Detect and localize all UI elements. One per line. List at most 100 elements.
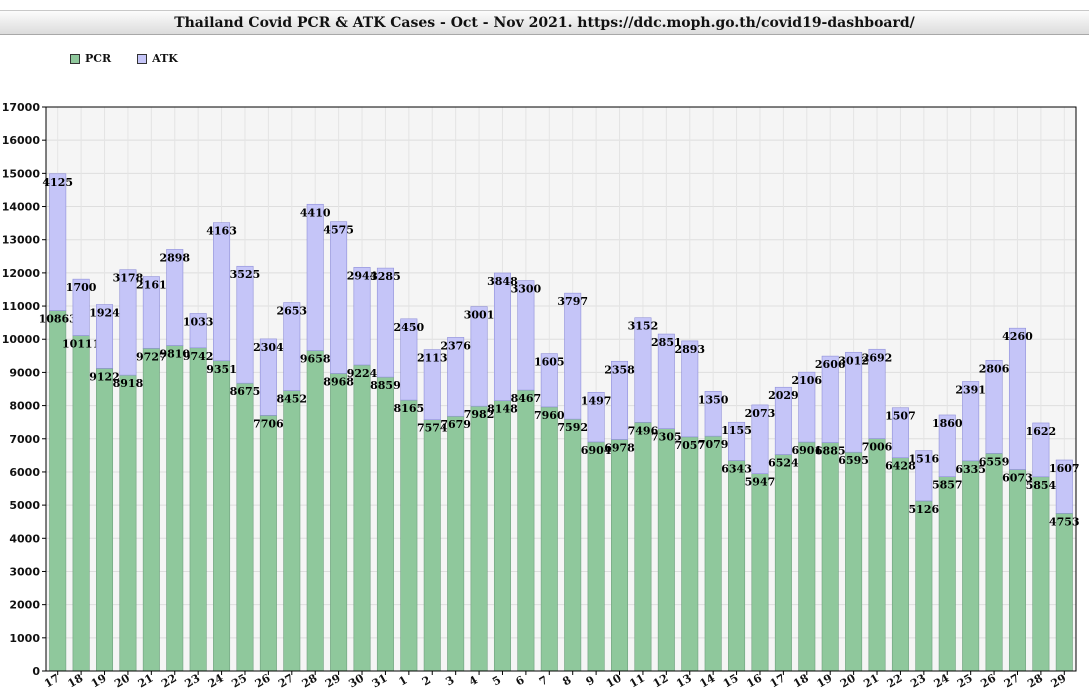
data-label-atk: 2450 xyxy=(394,321,425,334)
data-label-pcr: 7982 xyxy=(464,408,495,421)
y-tick-label: 12000 xyxy=(2,267,41,280)
data-label-pcr: 6978 xyxy=(604,441,635,454)
data-label-pcr: 4753 xyxy=(1049,515,1080,528)
x-tick-label: 30 xyxy=(346,671,366,690)
bar-atk xyxy=(540,353,558,408)
x-tick-label: 29 xyxy=(323,672,343,691)
data-label-atk: 2806 xyxy=(979,362,1010,375)
y-tick-label: 16000 xyxy=(2,134,41,147)
data-label-pcr: 8452 xyxy=(276,393,307,406)
data-label-atk: 1924 xyxy=(89,307,120,320)
y-tick-label: 5000 xyxy=(9,499,40,512)
bar-atk xyxy=(798,371,816,443)
y-tick-label: 7000 xyxy=(9,433,40,446)
x-tick-label: 26 xyxy=(978,671,998,690)
x-tick-label: 14 xyxy=(698,671,718,690)
y-tick-label: 14000 xyxy=(2,201,41,214)
data-label-atk: 4260 xyxy=(1002,330,1033,343)
data-label-pcr: 9727 xyxy=(136,350,167,363)
bar-atk xyxy=(1055,459,1073,514)
bar-atk xyxy=(283,302,301,391)
bar-atk xyxy=(119,269,137,376)
bar-pcr xyxy=(447,415,465,672)
bar-atk xyxy=(564,292,582,420)
x-tick-label: 27 xyxy=(1002,672,1022,691)
data-label-atk: 2376 xyxy=(440,339,471,352)
x-tick-label: 29 xyxy=(1049,672,1069,691)
x-tick-label: 25 xyxy=(955,672,975,691)
y-tick-label: 15000 xyxy=(2,167,41,180)
bar-atk xyxy=(259,338,277,416)
legend-label-atk: ATK xyxy=(152,52,178,65)
x-tick-label: 23 xyxy=(908,672,928,691)
bar-atk xyxy=(236,265,254,384)
legend-swatch-atk xyxy=(137,53,148,64)
bar-pcr xyxy=(681,436,699,672)
data-label-atk: 2161 xyxy=(136,279,167,292)
data-label-atk: 3848 xyxy=(487,275,518,288)
x-tick-label: 11 xyxy=(627,672,647,691)
bar-atk xyxy=(213,222,231,362)
x-tick-label: 24 xyxy=(206,671,226,690)
x-tick-label: 18 xyxy=(65,671,85,690)
x-tick-label: 22 xyxy=(885,672,905,691)
bar-pcr xyxy=(49,310,67,672)
bar-atk xyxy=(634,317,652,423)
bar-atk xyxy=(470,306,488,407)
bar-pcr xyxy=(915,500,933,672)
legend-label-pcr: PCR xyxy=(85,52,112,65)
data-label-pcr: 5126 xyxy=(909,503,940,516)
x-tick-label: 19 xyxy=(815,672,835,691)
bar-atk xyxy=(868,348,886,439)
bar-pcr xyxy=(517,389,535,672)
data-label-pcr: 9122 xyxy=(89,370,120,383)
data-label-pcr: 5857 xyxy=(932,479,963,492)
data-label-atk: 2106 xyxy=(791,374,822,387)
bar-atk xyxy=(821,355,839,443)
data-label-pcr: 6901 xyxy=(791,444,822,457)
bar-pcr xyxy=(985,453,1003,672)
data-label-atk: 1497 xyxy=(581,394,612,407)
bar-atk xyxy=(962,381,980,462)
data-label-atk: 1700 xyxy=(66,281,97,294)
bar-pcr xyxy=(868,438,886,672)
data-label-atk: 1507 xyxy=(885,410,916,423)
bar-atk xyxy=(587,391,605,443)
y-tick-label: 9000 xyxy=(9,366,40,379)
bar-pcr xyxy=(96,368,114,672)
x-tick-label: 20 xyxy=(838,671,858,690)
x-tick-label: 17 xyxy=(768,672,788,691)
bar-atk xyxy=(189,313,207,349)
data-label-pcr: 10111 xyxy=(62,338,100,351)
chart-title: Thailand Covid PCR & ATK Cases - Oct - N… xyxy=(174,14,915,31)
data-label-atk: 2029 xyxy=(768,389,799,402)
x-tick-label: 9 xyxy=(584,673,597,688)
bar-pcr xyxy=(891,457,909,672)
data-label-pcr: 8467 xyxy=(511,392,542,405)
bar-atk xyxy=(423,349,441,421)
x-tick-label: 31 xyxy=(370,672,390,691)
data-label-pcr: 7079 xyxy=(698,438,729,451)
x-tick-label: 28 xyxy=(1025,671,1045,690)
bar-pcr xyxy=(423,419,441,672)
x-tick-label: 21 xyxy=(861,672,881,691)
data-label-pcr: 6073 xyxy=(1002,472,1033,485)
data-label-pcr: 8148 xyxy=(487,403,518,416)
bar-pcr xyxy=(213,360,231,672)
data-label-pcr: 8968 xyxy=(323,375,354,388)
data-label-pcr: 7057 xyxy=(674,439,705,452)
data-label-pcr: 8918 xyxy=(113,377,144,390)
y-tick-label: 0 xyxy=(32,665,40,678)
x-tick-label: 27 xyxy=(276,672,296,691)
data-label-pcr: 10863 xyxy=(39,313,77,326)
bar-pcr xyxy=(72,335,90,672)
bar-pcr xyxy=(306,350,324,672)
bar-atk xyxy=(376,267,394,378)
bar-atk xyxy=(96,304,114,369)
data-label-pcr: 7574 xyxy=(417,422,448,435)
data-label-atk: 2606 xyxy=(815,358,846,371)
bar-pcr xyxy=(728,460,746,672)
bar-pcr xyxy=(189,347,207,672)
bar-atk xyxy=(142,276,160,349)
